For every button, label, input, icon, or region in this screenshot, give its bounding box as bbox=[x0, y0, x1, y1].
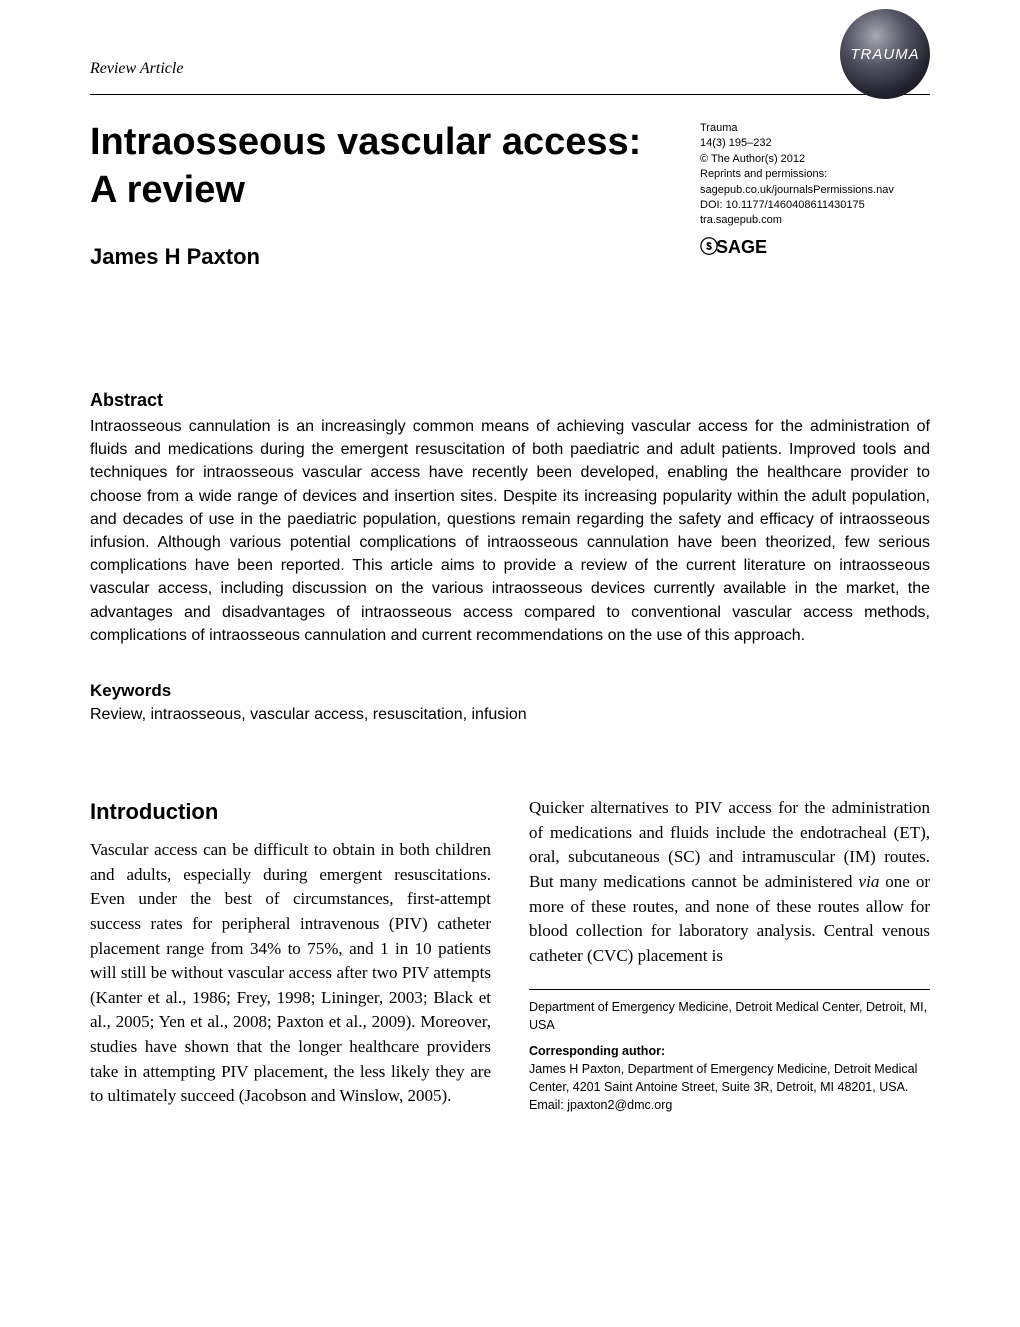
meta-doi: DOI: 10.1177/1460408611430175 bbox=[700, 198, 930, 213]
intro-col1-text: Vascular access can be difficult to obta… bbox=[90, 840, 491, 1105]
meta-copyright: © The Author(s) 2012 bbox=[700, 152, 930, 167]
column-right: Quicker alternatives to PIV access for t… bbox=[529, 796, 930, 1114]
publisher-logo: ⓢSAGE bbox=[700, 235, 930, 260]
abstract-heading: Abstract bbox=[90, 390, 930, 411]
header-row: Intraosseous vascular access: A review J… bbox=[90, 119, 930, 270]
introduction-heading: Introduction bbox=[90, 796, 491, 828]
journal-meta: TRAUMA Trauma 14(3) 195–232 © The Author… bbox=[700, 119, 930, 260]
meta-reprints-label: Reprints and permissions: bbox=[700, 167, 930, 182]
corresponding-author-body: James H Paxton, Department of Emergency … bbox=[529, 1060, 930, 1096]
publisher-name: SAGE bbox=[716, 237, 767, 257]
top-rule bbox=[90, 94, 930, 95]
affiliation-dept: Department of Emergency Medicine, Detroi… bbox=[529, 998, 930, 1034]
keywords-heading: Keywords bbox=[90, 681, 930, 701]
title-block: Intraosseous vascular access: A review J… bbox=[90, 119, 700, 270]
trauma-badge-icon: TRAUMA bbox=[840, 9, 930, 99]
abstract-body: Intraosseous cannulation is an increasin… bbox=[90, 415, 930, 647]
publisher-mark-icon: ⓢ bbox=[700, 235, 716, 260]
affiliation-box: Department of Emergency Medicine, Detroi… bbox=[529, 989, 930, 1115]
column-left: Introduction Vascular access can be diff… bbox=[90, 796, 491, 1114]
article-title: Intraosseous vascular access: A review bbox=[90, 119, 660, 214]
corresponding-author-email: Email: jpaxton2@dmc.org bbox=[529, 1096, 930, 1114]
badge-text: TRAUMA bbox=[850, 44, 919, 65]
corresponding-author-heading: Corresponding author: bbox=[529, 1042, 930, 1060]
keywords-body: Review, intraosseous, vascular access, r… bbox=[90, 703, 930, 726]
two-column-layout: Introduction Vascular access can be diff… bbox=[90, 796, 930, 1114]
section-label: Review Article bbox=[90, 60, 930, 78]
meta-issue: 14(3) 195–232 bbox=[700, 136, 930, 151]
introduction-section: Introduction Vascular access can be diff… bbox=[90, 796, 930, 1114]
meta-journal-url: tra.sagepub.com bbox=[700, 213, 930, 228]
meta-journal: Trauma bbox=[700, 121, 930, 136]
author-name: James H Paxton bbox=[90, 244, 660, 270]
abstract-section: Abstract Intraosseous cannulation is an … bbox=[90, 390, 930, 647]
intro-col2-via: via bbox=[859, 872, 880, 891]
keywords-section: Keywords Review, intraosseous, vascular … bbox=[90, 681, 930, 726]
intro-col2-para: Quicker alternatives to PIV access for t… bbox=[529, 796, 930, 968]
meta-reprints-url: sagepub.co.uk/journalsPermissions.nav bbox=[700, 183, 930, 198]
